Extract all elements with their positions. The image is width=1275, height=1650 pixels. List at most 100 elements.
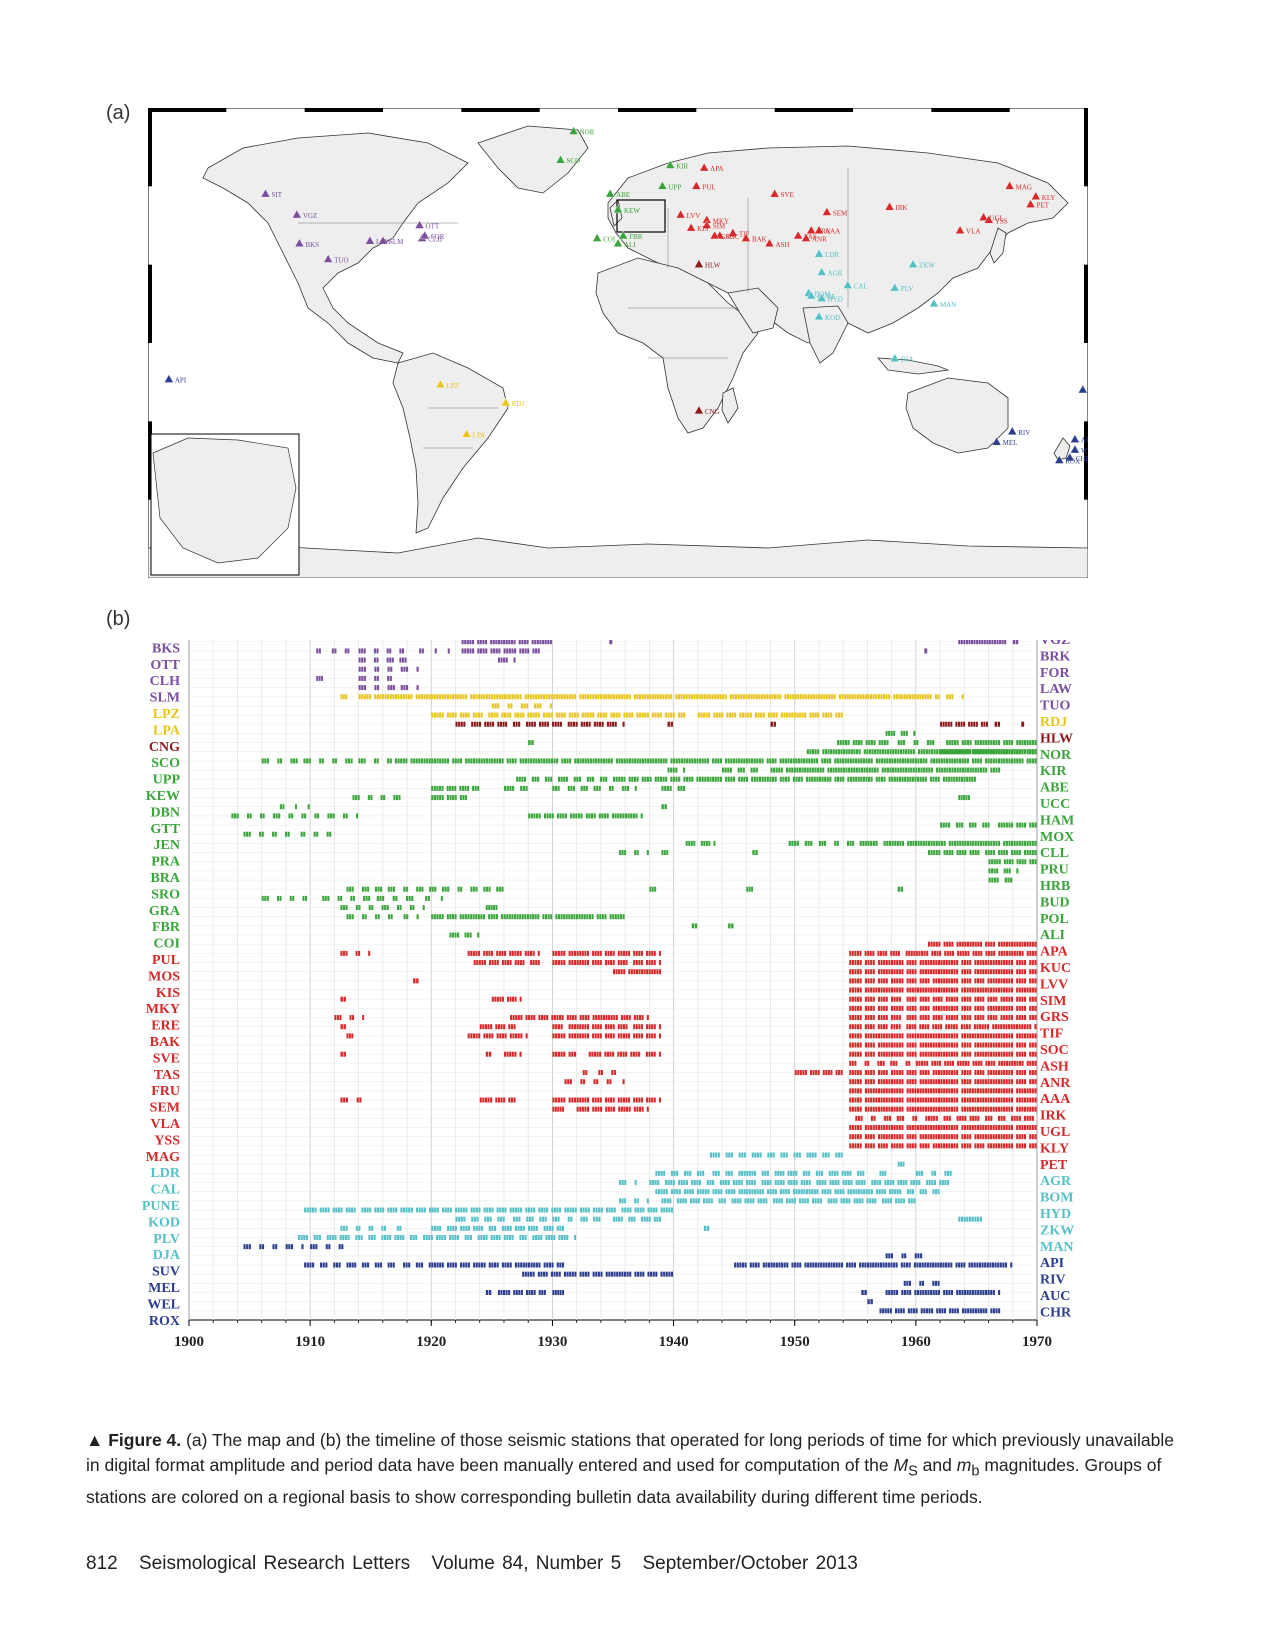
availability-tick xyxy=(690,1198,693,1204)
availability-tick xyxy=(644,712,647,718)
availability-tick xyxy=(624,813,628,819)
availability-tick xyxy=(998,1290,1001,1296)
availability-tick xyxy=(532,648,535,654)
availability-tick xyxy=(485,1235,488,1241)
availability-tick xyxy=(883,740,886,746)
availability-tick xyxy=(974,1125,977,1131)
availability-tick xyxy=(1021,740,1024,746)
availability-tick xyxy=(533,1225,536,1231)
availability-tick xyxy=(854,950,857,956)
availability-tick xyxy=(982,1143,985,1149)
availability-tick xyxy=(982,996,985,1002)
availability-tick xyxy=(462,712,465,718)
availability-tick xyxy=(663,1170,666,1176)
availability-tick xyxy=(757,1198,760,1204)
availability-tick xyxy=(384,694,387,700)
availability-tick xyxy=(1031,1134,1034,1140)
availability-tick xyxy=(583,721,586,727)
station-marker-hlw: HLW xyxy=(694,259,721,270)
availability-tick xyxy=(822,767,825,773)
availability-tick xyxy=(537,776,540,782)
availability-tick xyxy=(534,914,537,920)
availability-tick xyxy=(960,1216,964,1222)
availability-tick xyxy=(675,776,678,782)
availability-tick xyxy=(889,1198,892,1204)
availability-tick xyxy=(392,1262,395,1268)
availability-tick xyxy=(566,694,569,700)
availability-tick xyxy=(1021,859,1024,865)
availability-tick xyxy=(349,886,352,892)
availability-tick xyxy=(982,840,985,846)
availability-tick xyxy=(835,767,838,773)
availability-tick xyxy=(864,1024,867,1030)
triangle-icon xyxy=(884,201,895,211)
availability-tick xyxy=(969,960,972,966)
availability-tick xyxy=(449,795,452,801)
availability-tick xyxy=(415,694,418,700)
availability-tick xyxy=(408,1262,411,1268)
availability-tick xyxy=(675,758,678,764)
availability-tick xyxy=(832,1180,835,1186)
availability-tick xyxy=(683,758,686,764)
availability-tick xyxy=(470,1207,473,1213)
triangle-icon xyxy=(991,436,1002,446)
availability-tick xyxy=(441,785,444,791)
availability-tick xyxy=(984,1042,987,1048)
availability-tick xyxy=(436,712,439,718)
station-code: ROX xyxy=(1065,458,1080,466)
availability-tick xyxy=(969,941,972,947)
availability-tick xyxy=(648,969,651,975)
availability-tick xyxy=(548,712,551,718)
availability-tick xyxy=(1029,960,1032,966)
availability-tick xyxy=(791,1262,794,1268)
availability-tick xyxy=(720,1189,723,1195)
availability-tick xyxy=(810,694,813,700)
availability-tick xyxy=(593,1079,596,1085)
availability-tick xyxy=(512,1207,515,1213)
availability-tick xyxy=(438,1235,441,1241)
availability-tick xyxy=(1003,850,1006,856)
availability-tick xyxy=(969,1042,972,1048)
availability-tick xyxy=(363,694,366,700)
availability-tick xyxy=(902,1161,905,1167)
availability-tick xyxy=(968,749,971,755)
availability-tick xyxy=(941,1180,944,1186)
availability-tick xyxy=(922,969,925,975)
availability-tick xyxy=(743,776,746,782)
availability-tick xyxy=(990,996,993,1002)
availability-tick xyxy=(492,721,495,727)
availability-tick xyxy=(307,804,310,810)
availability-tick xyxy=(945,1005,948,1011)
availability-tick xyxy=(415,1207,419,1213)
station-marker-sim: SIM xyxy=(701,220,726,231)
availability-tick xyxy=(394,1235,397,1241)
availability-tick xyxy=(956,758,959,764)
availability-tick xyxy=(508,1024,511,1030)
availability-tick xyxy=(871,1180,874,1186)
availability-tick xyxy=(588,914,592,920)
availability-tick xyxy=(703,694,706,700)
availability-tick xyxy=(246,813,250,819)
availability-tick xyxy=(1023,987,1027,993)
availability-tick xyxy=(389,694,392,700)
availability-tick xyxy=(266,758,270,764)
availability-tick xyxy=(969,1033,972,1039)
availability-tick xyxy=(483,960,486,966)
availability-tick xyxy=(641,969,644,975)
availability-tick xyxy=(882,1060,885,1066)
availability-tick xyxy=(473,1225,476,1231)
availability-tick xyxy=(1023,969,1027,975)
availability-tick xyxy=(651,1024,654,1030)
availability-tick xyxy=(974,749,977,755)
availability-tick xyxy=(1018,1079,1021,1085)
availability-tick xyxy=(576,712,579,718)
availability-tick xyxy=(984,749,987,755)
availability-tick xyxy=(668,1207,671,1213)
availability-tick xyxy=(756,776,759,782)
availability-tick xyxy=(1000,1134,1003,1140)
availability-tick xyxy=(527,694,530,700)
availability-tick xyxy=(452,712,455,718)
availability-tick xyxy=(895,1198,898,1204)
availability-tick xyxy=(473,960,476,966)
availability-tick xyxy=(922,1143,925,1149)
